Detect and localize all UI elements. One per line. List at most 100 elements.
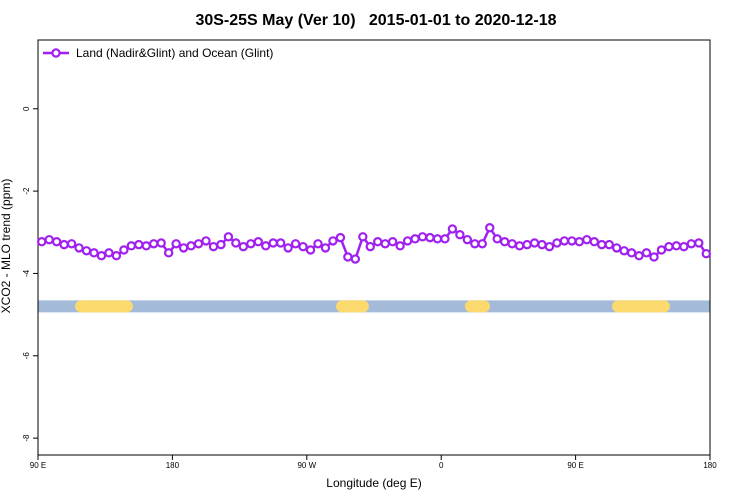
data-point xyxy=(387,237,398,247)
data-point xyxy=(305,245,316,255)
data-point xyxy=(417,232,428,242)
data-point xyxy=(223,232,234,242)
data-point xyxy=(641,248,652,258)
data-point xyxy=(111,251,122,261)
x-tick-label: 90 W xyxy=(297,461,316,470)
land-band xyxy=(75,300,133,313)
data-point xyxy=(163,248,174,258)
land-band xyxy=(612,300,670,313)
chart-title: 30S-25S May (Ver 10) 2015-01-01 to 2020-… xyxy=(195,12,556,29)
data-point xyxy=(343,252,353,262)
data-point xyxy=(604,239,614,250)
x-tick-label: 90 E xyxy=(30,461,46,470)
data-point xyxy=(216,239,226,250)
data-point xyxy=(626,248,637,258)
data-point xyxy=(186,241,196,251)
data-point xyxy=(104,248,114,258)
data-point xyxy=(380,239,390,249)
data-point xyxy=(671,241,682,251)
data-point xyxy=(537,239,547,250)
x-tick-label: 180 xyxy=(166,461,180,470)
data-point xyxy=(51,237,62,247)
data-point xyxy=(664,241,674,252)
data-point xyxy=(589,237,599,247)
data-point xyxy=(447,224,458,234)
data-point xyxy=(470,239,480,249)
data-point xyxy=(261,241,271,251)
data-point xyxy=(81,246,92,256)
data-point xyxy=(283,243,293,253)
ocean-band xyxy=(38,300,710,313)
plot-frame xyxy=(37,39,711,456)
data-point xyxy=(134,239,144,250)
data-point xyxy=(462,234,473,245)
data-point xyxy=(171,239,181,249)
data-point xyxy=(507,239,517,249)
data-point xyxy=(597,239,607,250)
data-point xyxy=(694,238,704,248)
data-point xyxy=(358,232,368,242)
data-point xyxy=(275,238,286,248)
data-point xyxy=(268,238,278,248)
data-point xyxy=(253,237,263,247)
land-band xyxy=(336,300,369,313)
data-point xyxy=(335,232,346,243)
data-point xyxy=(178,243,189,253)
data-point xyxy=(582,234,592,245)
x-tick-label: 0 xyxy=(439,461,444,470)
data-point xyxy=(440,234,450,244)
data-point xyxy=(328,236,338,246)
data-point xyxy=(44,234,54,245)
y-tick-label: -2 xyxy=(22,187,31,195)
data-point xyxy=(66,239,77,249)
data-point xyxy=(208,241,219,252)
data-point xyxy=(611,243,622,253)
legend-marker xyxy=(51,48,61,58)
y-tick-label: 0 xyxy=(22,106,31,111)
data-point xyxy=(492,234,502,244)
data-point xyxy=(477,239,487,249)
data-point xyxy=(238,241,249,252)
data-point xyxy=(395,241,405,251)
legend-label: Land (Nadir&Glint) and Ocean (Glint) xyxy=(76,46,273,60)
data-point xyxy=(320,243,331,253)
data-point xyxy=(59,239,69,250)
data-point xyxy=(649,252,659,262)
data-point xyxy=(485,223,495,233)
y-tick-label: -4 xyxy=(22,269,31,277)
data-point xyxy=(522,239,532,250)
data-point xyxy=(402,236,413,246)
data-point xyxy=(701,248,711,259)
data-point xyxy=(410,234,420,244)
data-point xyxy=(567,236,577,246)
data-point xyxy=(231,238,241,248)
data-point xyxy=(686,239,697,249)
x-axis-title: Longitude (deg E) xyxy=(326,476,421,490)
data-point xyxy=(432,234,443,244)
data-point xyxy=(619,246,629,256)
data-point xyxy=(246,239,256,249)
data-point xyxy=(679,241,689,252)
y-axis-title: XCO2 - MLO trend (ppm) xyxy=(0,179,13,314)
data-point xyxy=(544,241,555,252)
data-point xyxy=(298,241,308,252)
data-point xyxy=(37,237,47,247)
x-tick-label: 90 E xyxy=(567,461,583,470)
data-point xyxy=(119,245,129,255)
data-point xyxy=(193,239,204,249)
data-point xyxy=(201,236,211,246)
x-tick-label: 180 xyxy=(703,461,717,470)
data-point xyxy=(656,245,667,255)
data-point xyxy=(373,237,383,247)
data-point xyxy=(74,243,84,253)
y-tick-label: -6 xyxy=(22,352,31,360)
data-point xyxy=(96,251,107,261)
data-point xyxy=(89,248,99,258)
y-tick-label: -8 xyxy=(22,434,31,442)
data-point xyxy=(126,241,137,251)
data-point xyxy=(141,241,151,251)
data-point xyxy=(455,230,465,240)
data-point xyxy=(313,239,323,249)
